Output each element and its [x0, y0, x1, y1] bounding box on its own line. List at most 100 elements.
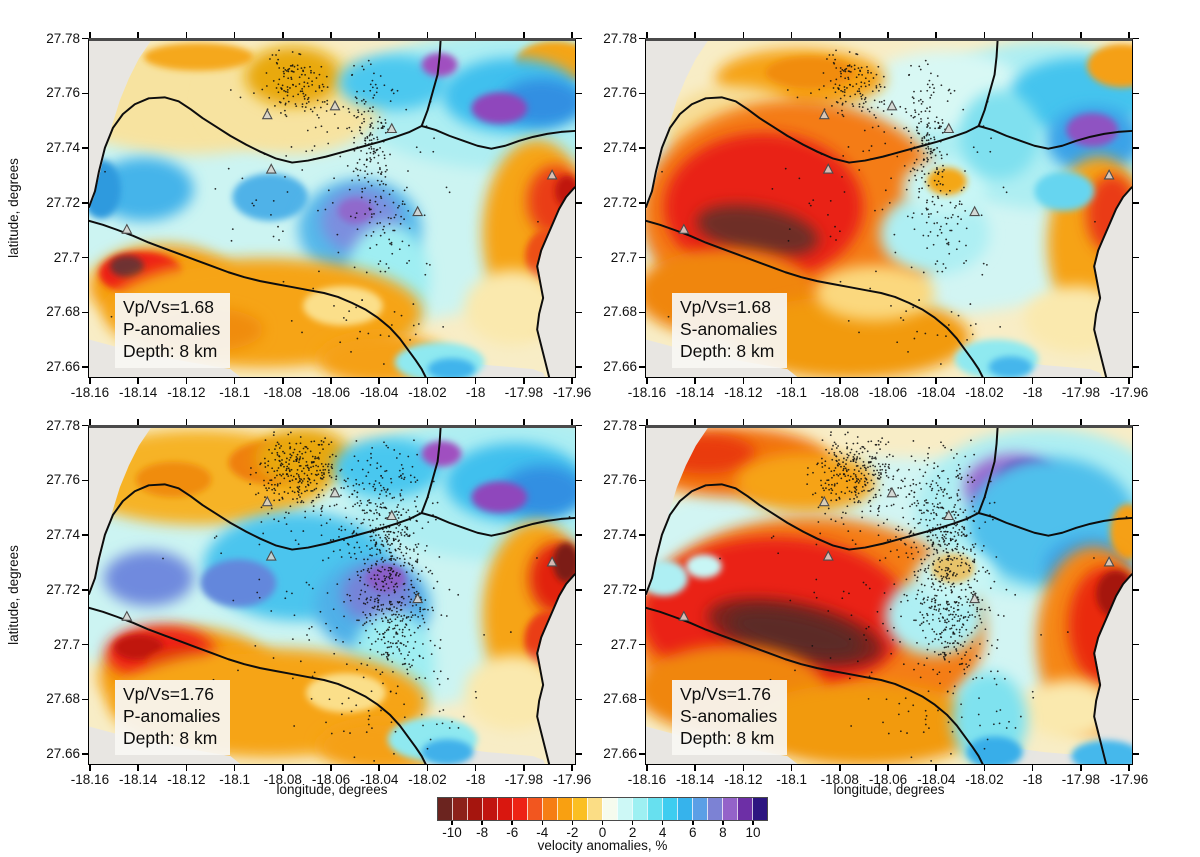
y-axis-tick — [82, 37, 88, 40]
colorbar-tick-label: 8 — [719, 825, 727, 840]
x-axis-tick — [474, 765, 477, 771]
colorbar-tick-label: 0 — [598, 825, 607, 840]
y-tick-label: 27.74 — [603, 527, 637, 543]
colorbar-tick — [481, 821, 483, 825]
y-axis-tick — [576, 534, 582, 536]
x-axis-tick — [790, 32, 793, 38]
y-tick-label: 27.7 — [610, 636, 637, 652]
y-axis-tick — [82, 698, 88, 701]
colorbar-tick — [752, 821, 754, 825]
x-tick-label: -18.08 — [820, 385, 859, 400]
x-axis-tick — [742, 378, 745, 384]
x-axis-tick — [378, 32, 380, 38]
coastline — [646, 428, 1132, 764]
colorbar-cell — [752, 798, 767, 820]
x-tick-label: -18.02 — [965, 385, 1004, 400]
x-axis-tick — [571, 765, 573, 771]
y-axis-tick — [639, 311, 645, 314]
x-tick-label: -18.08 — [263, 385, 302, 400]
x-axis-tick — [426, 378, 429, 384]
x-axis-tick — [935, 32, 937, 38]
x-axis-tick — [378, 419, 380, 425]
y-axis-tick — [639, 202, 645, 204]
coastline — [89, 428, 575, 764]
x-tick-label: -18.12 — [724, 772, 763, 787]
y-tick-label: 27.66 — [46, 359, 80, 375]
x-axis-tick — [282, 378, 284, 384]
station-triangle-markers — [678, 486, 1115, 621]
x-axis-tick — [233, 765, 236, 771]
x-tick-label: -18.16 — [627, 385, 667, 400]
x-tick-label: -18.12 — [724, 385, 763, 400]
x-tick-label: -18.04 — [360, 772, 399, 787]
y-axis-tick — [576, 366, 582, 368]
x-tick-label: -18.06 — [868, 772, 908, 787]
x-tick-label: -18.16 — [627, 772, 667, 787]
y-axis-tick — [639, 256, 645, 259]
x-axis-tick — [233, 419, 236, 425]
x-axis-tick — [839, 32, 841, 38]
colorbar-tick — [661, 821, 664, 825]
y-tick-label: 27.78 — [46, 30, 80, 46]
x-tick-label: -18 — [465, 385, 486, 400]
colorbar-tick — [451, 821, 453, 825]
x-axis-tick — [983, 378, 986, 384]
x-tick-label: -18.1 — [219, 385, 250, 400]
x-tick-label: -18.06 — [311, 772, 351, 787]
colorbar-tick-label: -6 — [506, 825, 519, 840]
x-tick-label: -17.96 — [1109, 772, 1149, 787]
x-tick-label: -18.02 — [408, 772, 447, 787]
y-tick-label: 27.72 — [603, 194, 637, 210]
x-axis-tick — [330, 419, 332, 425]
x-axis-tick — [1128, 32, 1130, 38]
x-tick-label: -17.96 — [552, 772, 592, 787]
y-tick-label: 27.7 — [610, 249, 637, 265]
colorbar-tick-label: -4 — [536, 825, 549, 840]
x-axis-title: longitude, degrees — [833, 782, 945, 797]
y-axis-tick — [1133, 424, 1139, 427]
y-axis-tick — [1133, 753, 1139, 755]
panel-label-line: Depth: 8 km — [680, 728, 775, 749]
x-tick-label: -18.08 — [263, 772, 302, 787]
x-tick-label: -18 — [1022, 772, 1043, 787]
x-tick-label: -17.96 — [552, 385, 592, 400]
x-axis-tick — [282, 32, 284, 38]
colorbar-tick-label: 2 — [628, 825, 637, 840]
panel-label-line: P-anomalies — [123, 319, 221, 340]
y-axis-tick — [1133, 643, 1139, 646]
colorbar-cell — [512, 798, 527, 820]
y-axis-tick — [82, 256, 88, 259]
x-axis-tick — [742, 32, 745, 38]
station-triangle-markers — [121, 99, 558, 234]
x-axis-tick — [474, 32, 477, 38]
x-axis-tick — [1080, 378, 1082, 384]
y-axis-tick — [82, 366, 88, 368]
y-tick-label: 27.68 — [46, 691, 80, 707]
x-axis-tick — [233, 32, 236, 38]
y-axis-tick — [639, 589, 645, 591]
colorbar-tick — [692, 821, 694, 825]
panel-label-line: Vp/Vs=1.76 — [680, 684, 771, 704]
x-tick-label: -17.98 — [1061, 385, 1101, 400]
y-axis-tick — [576, 698, 582, 701]
colorbar-tick-label: -2 — [566, 825, 579, 840]
y-tick-label: 27.74 — [46, 140, 80, 156]
map-panel-s176: Vp/Vs=1.76 S-anomalies Depth: 8 km — [645, 425, 1133, 765]
map-panel-p168: Vp/Vs=1.68 P-anomalies Depth: 8 km — [88, 38, 576, 378]
x-axis-title: longitude, degrees — [276, 782, 388, 797]
panel-label: Vp/Vs=1.68 P-anomalies Depth: 8 km — [115, 293, 231, 368]
x-axis-tick — [474, 419, 477, 425]
x-axis-tick — [742, 419, 745, 425]
x-axis-tick — [330, 378, 332, 384]
x-tick-label: -17.98 — [504, 772, 544, 787]
y-axis-tick — [576, 424, 582, 427]
colorbar-tick — [601, 821, 604, 825]
x-axis-tick — [790, 378, 793, 384]
x-axis-tick — [646, 765, 648, 771]
earthquake-dots — [162, 431, 571, 762]
y-axis-tick — [639, 698, 645, 701]
x-tick-label: -18.02 — [408, 385, 447, 400]
x-axis-tick — [378, 378, 380, 384]
x-axis-tick — [474, 378, 477, 384]
x-tick-label: -18.02 — [965, 772, 1004, 787]
